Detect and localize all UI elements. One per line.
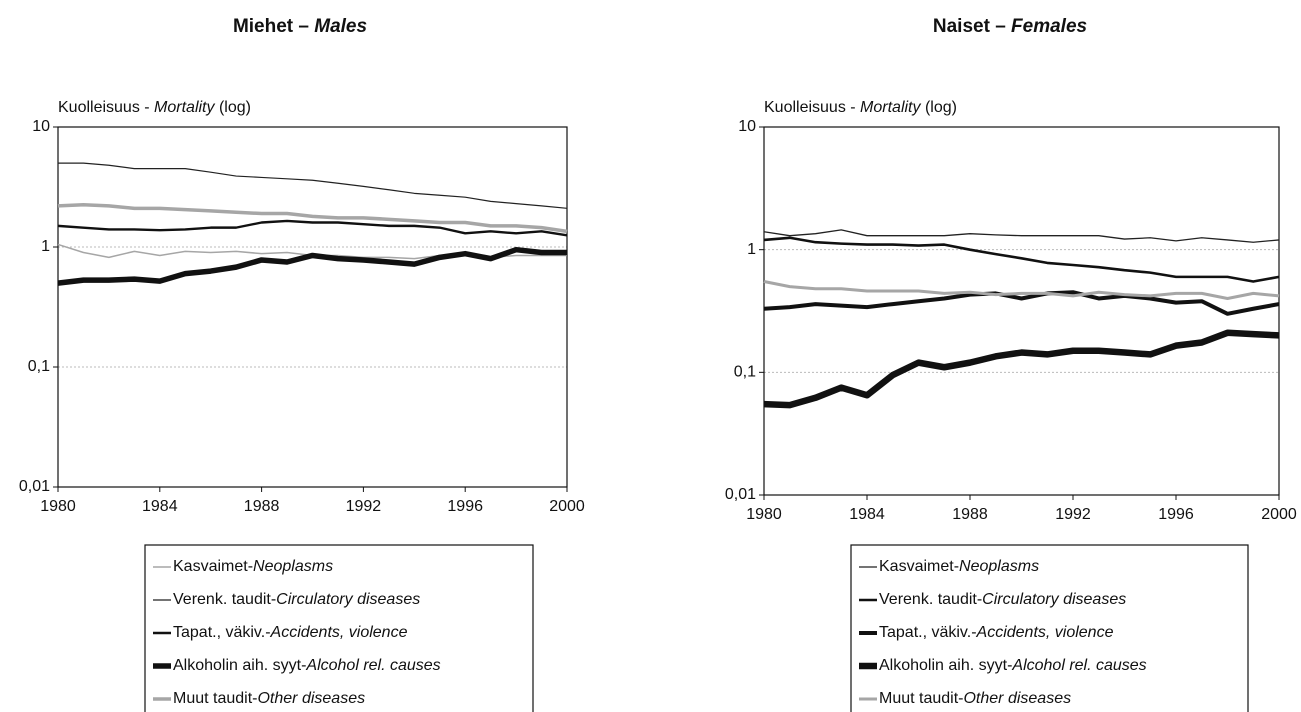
legend-label: Kasvaimet-Neoplasms [173,558,333,575]
series-line [763,280,1280,300]
x-tick-label: 1984 [142,498,178,515]
y-axis-label: Kuolleisuus - Mortality (log) [764,99,957,116]
chart-title: Naiset – Females [933,16,1087,37]
label-part: (log) [215,99,251,116]
legend-part: Circulatory diseases [276,591,420,608]
title-part: Miehet – [233,16,314,37]
legend-part: Accidents, violence [270,624,408,641]
chart-title: Miehet – Males [233,16,367,37]
series-line [57,202,568,234]
legend-label: Muut taudit-Other diseases [173,690,365,707]
y-tick-label: 0,1 [28,358,50,375]
legend-box [144,544,534,712]
series-line [763,229,1280,243]
title-part: Naiset – [933,16,1011,37]
x-tick-label: 1988 [244,498,280,515]
x-tick-label: 1988 [952,506,988,523]
series-line [57,246,567,286]
x-tick-label: 1980 [746,506,782,523]
y-axis-label: Kuolleisuus - Mortality (log) [58,99,251,116]
x-tick-label: 2000 [549,498,585,515]
label-part: Mortality [154,99,215,116]
y-tick-label: 0,1 [734,364,756,381]
title-part: Females [1011,16,1087,37]
y-tick-label: 1 [41,238,50,255]
x-tick-label: 1980 [40,498,76,515]
series-line [763,329,1280,409]
x-tick-label: 1992 [1055,506,1091,523]
legend-label: Tapat., väkiv.-Accidents, violence [879,624,1114,641]
legend-label: Verenk. taudit-Circulatory diseases [879,591,1126,608]
legend-part: Tapat., väkiv.- [879,624,977,641]
title-part: Males [314,16,367,37]
y-tick-label: 1 [747,241,756,258]
x-tick-label: 1996 [1158,506,1194,523]
legend-part: Kasvaimet- [879,558,959,575]
label-part: (log) [921,99,957,116]
legend-part: Verenk. taudit- [879,591,982,608]
x-tick-label: 2000 [1261,506,1297,523]
legend-part: Muut taudit- [879,690,963,707]
legend-label: Alkoholin aih. syyt-Alcohol rel. causes [879,657,1147,674]
label-part: Mortality [860,99,921,116]
legend-label: Tapat., väkiv.-Accidents, violence [173,624,408,641]
legend-part: Kasvaimet- [173,558,253,575]
legend-part: Tapat., väkiv.- [173,624,271,641]
legend-part: Alkoholin aih. syyt- [173,657,306,674]
legend-label: Kasvaimet-Neoplasms [879,558,1039,575]
x-tick-label: 1996 [447,498,483,515]
legend-part: Accidents, violence [976,624,1114,641]
y-tick-label: 0,01 [725,486,756,503]
legend-part: Circulatory diseases [982,591,1126,608]
label-part: Kuolleisuus - [58,99,154,116]
series-line [58,162,568,209]
legend-part: Neoplasms [253,558,333,575]
label-part: Kuolleisuus - [764,99,860,116]
y-tick-label: 0,01 [19,478,50,495]
plot-frame [57,126,568,488]
plot-frame [763,126,1280,496]
legend-part: Neoplasms [959,558,1039,575]
y-tick-label: 10 [738,118,756,135]
legend-part: Muut taudit- [173,690,257,707]
legend-part: Verenk. taudit- [173,591,276,608]
legend-label: Muut taudit-Other diseases [879,690,1071,707]
legend-part: Alcohol rel. causes [305,657,440,674]
legend-box [850,544,1249,712]
series-line [763,290,1280,316]
legend-label: Alkoholin aih. syyt-Alcohol rel. causes [173,657,441,674]
y-tick-label: 10 [32,118,50,135]
legend-part: Alcohol rel. causes [1011,657,1146,674]
series-line [57,219,568,237]
x-tick-label: 1992 [346,498,382,515]
series-line [763,236,1280,283]
legend-part: Alkoholin aih. syyt- [879,657,1012,674]
legend-part: Other diseases [963,690,1071,707]
legend-label: Verenk. taudit-Circulatory diseases [173,591,420,608]
x-tick-label: 1984 [849,506,885,523]
legend-part: Other diseases [257,690,365,707]
